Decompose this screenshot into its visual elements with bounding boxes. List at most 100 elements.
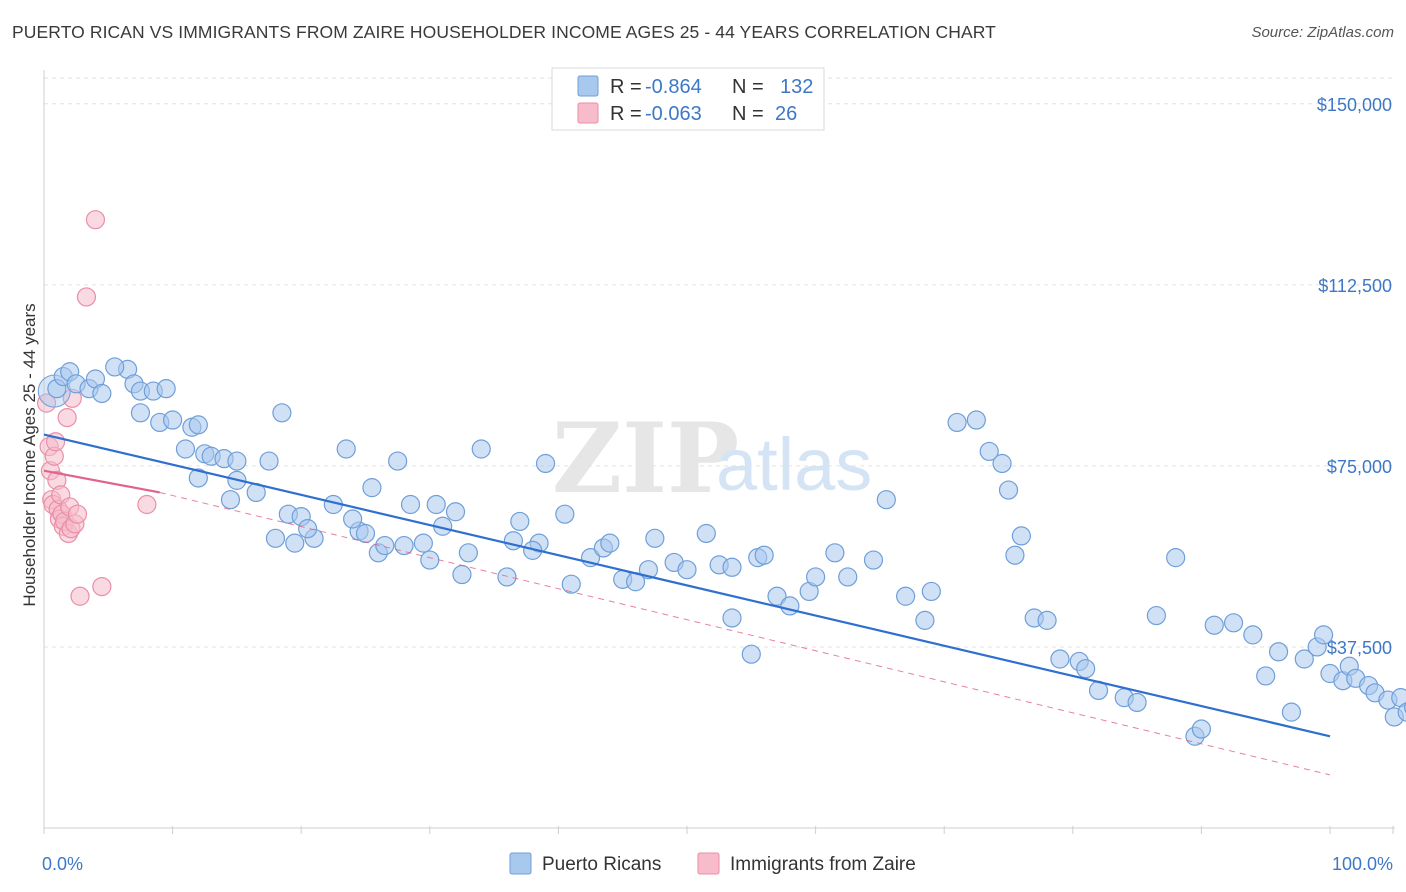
series-legend-zaire: Immigrants from Zaire bbox=[730, 854, 916, 875]
legend-swatch-pink bbox=[577, 102, 599, 124]
legend-r-value-1: -0.864 bbox=[645, 76, 702, 98]
zaire-point bbox=[76, 287, 97, 307]
legend-r-label-2: R = bbox=[610, 103, 642, 125]
puerto-rican-point bbox=[92, 383, 112, 404]
puerto-rican-point bbox=[992, 453, 1012, 474]
legend-n-label-1: N = bbox=[732, 76, 764, 98]
puerto-rican-point bbox=[561, 574, 581, 594]
puerto-rican-point bbox=[188, 415, 208, 435]
correlation-legend: R = -0.864 N = 132 R = -0.063 N = 26 bbox=[551, 67, 825, 131]
puerto-rican-point bbox=[1313, 625, 1334, 645]
puerto-rican-point bbox=[420, 550, 440, 570]
puerto-rican-point bbox=[355, 523, 376, 544]
puerto-rican-point bbox=[1050, 649, 1070, 669]
puerto-rican-point bbox=[1005, 545, 1025, 565]
puerto-rican-point bbox=[163, 410, 183, 430]
y-tick-label: $37,500 bbox=[1327, 638, 1392, 658]
puerto-rican-point bbox=[722, 557, 742, 577]
puerto-rican-point bbox=[1127, 692, 1147, 713]
puerto-rican-point bbox=[220, 490, 241, 510]
series-legend-swatch-blue bbox=[509, 852, 532, 875]
x-tick-label-max: 100.0% bbox=[1332, 854, 1393, 874]
puerto-rican-point bbox=[1281, 702, 1302, 722]
puerto-rican-point bbox=[876, 490, 896, 510]
puerto-rican-point bbox=[413, 533, 433, 553]
puerto-rican-point bbox=[1223, 613, 1244, 633]
chart-source: Source: ZipAtlas.com bbox=[1251, 24, 1394, 41]
puerto-rican-point bbox=[722, 608, 742, 628]
puerto-rican-point bbox=[600, 533, 620, 553]
puerto-rican-point bbox=[1256, 666, 1276, 686]
puerto-rican-point bbox=[1011, 526, 1031, 546]
puerto-rican-point bbox=[458, 543, 478, 563]
puerto-rican-point bbox=[1243, 625, 1263, 645]
puerto-rican-point bbox=[915, 610, 935, 630]
puerto-rican-points bbox=[37, 357, 1406, 746]
puerto-rican-point bbox=[535, 453, 556, 474]
puerto-rican-point bbox=[838, 567, 858, 587]
zaire-point bbox=[137, 494, 157, 515]
puerto-rican-point bbox=[1037, 610, 1057, 630]
zaire-points bbox=[36, 210, 157, 606]
zaire-point bbox=[57, 408, 77, 428]
zaire-point bbox=[67, 504, 88, 524]
zaire-trend-extension bbox=[159, 491, 1331, 776]
puerto-rican-point bbox=[156, 379, 176, 399]
puerto-rican-point bbox=[966, 410, 986, 430]
puerto-rican-point bbox=[375, 535, 395, 556]
puerto-rican-point bbox=[272, 403, 292, 423]
puerto-rican-point bbox=[1294, 649, 1314, 669]
watermark-atlas: atlas bbox=[716, 423, 872, 506]
puerto-rican-point bbox=[555, 504, 575, 524]
puerto-rican-point bbox=[1268, 642, 1289, 662]
puerto-rican-point bbox=[998, 480, 1019, 500]
puerto-rican-point bbox=[767, 586, 787, 606]
series-legend-puerto-ricans: Puerto Ricans bbox=[542, 854, 661, 875]
puerto-rican-point bbox=[400, 494, 421, 515]
puerto-rican-point bbox=[645, 528, 665, 548]
puerto-rican-point bbox=[394, 535, 414, 556]
puerto-rican-point bbox=[362, 478, 382, 498]
puerto-rican-point bbox=[1204, 615, 1224, 635]
legend-n-label-2: N = bbox=[732, 103, 764, 125]
legend-n-value-1: 132 bbox=[780, 76, 813, 98]
puerto-rican-point bbox=[497, 567, 517, 587]
puerto-rican-point bbox=[227, 451, 247, 471]
trend-lines bbox=[43, 433, 1331, 776]
puerto-rican-point bbox=[741, 644, 761, 664]
puerto-rican-point bbox=[805, 567, 826, 587]
y-tick-label: $75,000 bbox=[1327, 457, 1392, 477]
puerto-rican-point bbox=[343, 509, 363, 529]
puerto-rican-point bbox=[863, 550, 884, 570]
series-legend-swatch-pink bbox=[697, 852, 720, 875]
puerto-rican-point bbox=[825, 543, 845, 563]
puerto-rican-point bbox=[754, 545, 774, 565]
puerto-rican-point bbox=[471, 439, 491, 459]
watermark: ZIP atlas bbox=[552, 402, 872, 515]
x-tick-label-min: 0.0% bbox=[42, 854, 83, 874]
puerto-rican-point bbox=[265, 528, 286, 548]
puerto-rican-point bbox=[1076, 659, 1096, 679]
y-axis-label: Householder Income Ages 25 - 44 years bbox=[20, 303, 39, 606]
puerto-rican-point bbox=[677, 560, 697, 580]
puerto-rican-point bbox=[388, 451, 408, 471]
puerto-rican-point bbox=[780, 596, 800, 616]
puerto-rican-point bbox=[1146, 605, 1166, 626]
watermark-zip: ZIP bbox=[552, 402, 739, 515]
puerto-rican-point bbox=[1191, 719, 1212, 739]
y-tick-label: $112,500 bbox=[1318, 276, 1392, 296]
puerto-rican-point bbox=[130, 403, 151, 423]
puerto-rican-point bbox=[259, 451, 279, 471]
puerto-rican-point bbox=[298, 519, 318, 539]
legend-n-value-2: 26 bbox=[775, 103, 797, 125]
puerto-rican-point bbox=[696, 523, 716, 544]
puerto-rican-point bbox=[896, 586, 916, 606]
puerto-rican-point bbox=[445, 502, 466, 522]
y-tick-label: $150,000 bbox=[1317, 95, 1392, 115]
chart-title: PUERTO RICAN VS IMMIGRANTS FROM ZAIRE HO… bbox=[12, 22, 996, 42]
puerto-rican-point bbox=[336, 439, 356, 459]
puerto-rican-point bbox=[979, 441, 999, 462]
legend-swatch-blue bbox=[577, 75, 599, 97]
zaire-point bbox=[92, 576, 112, 597]
